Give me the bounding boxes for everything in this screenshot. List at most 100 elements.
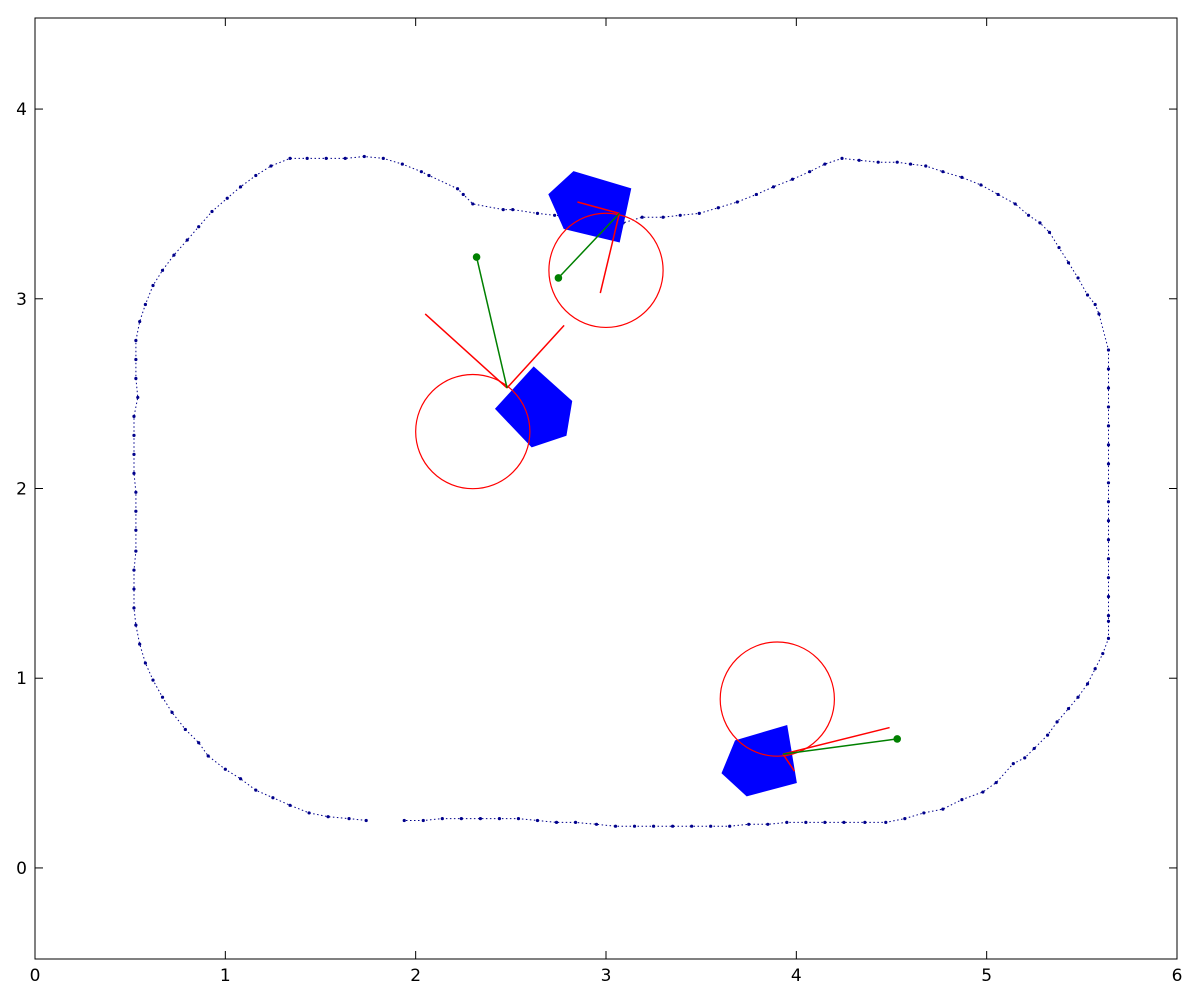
track-series bbox=[132, 154, 1111, 828]
track-point bbox=[1101, 651, 1105, 656]
track-point bbox=[172, 253, 176, 257]
track-point bbox=[535, 818, 540, 823]
track-point bbox=[661, 215, 665, 219]
track-point bbox=[238, 185, 243, 189]
track-point bbox=[1066, 261, 1071, 265]
track-point bbox=[197, 225, 201, 229]
track-point bbox=[307, 811, 311, 815]
track-point bbox=[960, 175, 964, 179]
track-point bbox=[419, 170, 423, 174]
track-point bbox=[941, 170, 945, 174]
track-point bbox=[138, 642, 142, 646]
robot-body bbox=[494, 366, 573, 448]
track-point bbox=[1055, 720, 1059, 724]
track-point bbox=[238, 777, 243, 781]
robot-3 bbox=[719, 641, 902, 797]
track-point bbox=[1057, 245, 1061, 250]
track-point bbox=[922, 811, 926, 815]
track-point bbox=[151, 283, 155, 288]
track-point bbox=[941, 807, 945, 811]
track-point bbox=[440, 817, 444, 821]
track-point bbox=[206, 754, 210, 758]
track-point bbox=[640, 215, 644, 219]
green-target-dot bbox=[472, 253, 481, 261]
x-tick-label: 0 bbox=[30, 966, 41, 986]
track-point bbox=[632, 824, 637, 828]
green-target-line bbox=[475, 256, 508, 389]
track-point bbox=[651, 824, 656, 828]
track-point bbox=[134, 528, 138, 532]
track-point bbox=[1106, 386, 1111, 390]
track-point bbox=[840, 156, 844, 160]
track-point bbox=[573, 820, 578, 825]
track-point bbox=[1106, 557, 1111, 561]
track-point bbox=[804, 820, 808, 825]
track-line bbox=[133, 155, 1109, 827]
track-point bbox=[134, 549, 138, 553]
track-point bbox=[747, 822, 751, 826]
x-tick-label: 3 bbox=[601, 966, 612, 986]
x-tick-label: 6 bbox=[1172, 966, 1183, 986]
track-point bbox=[427, 173, 431, 178]
track-point bbox=[1106, 481, 1111, 485]
track-point bbox=[1097, 312, 1101, 316]
track-point bbox=[1106, 405, 1111, 409]
track-point bbox=[1106, 348, 1111, 352]
y-tick-label: 1 bbox=[16, 669, 27, 689]
track-point bbox=[223, 767, 227, 771]
track-point bbox=[288, 156, 292, 160]
x-tick-label: 2 bbox=[410, 966, 421, 986]
track-point bbox=[497, 817, 502, 821]
track-point bbox=[766, 822, 770, 826]
track-point bbox=[1011, 761, 1015, 766]
track-point bbox=[1106, 443, 1111, 447]
red-heading-line bbox=[577, 201, 620, 215]
track-point bbox=[823, 162, 827, 166]
track-point bbox=[1106, 619, 1111, 623]
track-point bbox=[254, 788, 258, 792]
track-point bbox=[1106, 576, 1111, 580]
track-point bbox=[1106, 595, 1111, 599]
track-point bbox=[210, 209, 214, 214]
track-point bbox=[136, 395, 140, 400]
track-point bbox=[842, 820, 846, 825]
track-point bbox=[160, 268, 165, 272]
axis-ticks: 0 1 2 3 4 5 6 0 1 2 3 4 bbox=[16, 18, 1182, 986]
track-point bbox=[461, 192, 465, 197]
track-point bbox=[421, 818, 425, 823]
track-point bbox=[594, 822, 599, 826]
track-point bbox=[1076, 276, 1080, 280]
track-point bbox=[728, 824, 732, 828]
track-point bbox=[288, 803, 292, 807]
track-point bbox=[1066, 706, 1071, 711]
track-point bbox=[132, 587, 136, 591]
track-point bbox=[1085, 682, 1090, 686]
track-point bbox=[1106, 519, 1111, 523]
track-point bbox=[790, 177, 795, 181]
track-point bbox=[1047, 230, 1052, 234]
track-point bbox=[857, 158, 861, 162]
track-point bbox=[1045, 733, 1050, 737]
y-tick-label: 2 bbox=[16, 480, 27, 500]
track-point bbox=[170, 710, 174, 714]
track-point bbox=[678, 213, 682, 217]
track-point bbox=[459, 817, 463, 821]
track-point bbox=[903, 817, 907, 821]
track-point bbox=[771, 185, 776, 189]
track-point bbox=[324, 156, 328, 160]
track-point bbox=[716, 206, 720, 210]
red-heading-line bbox=[782, 726, 890, 755]
red-heading-line bbox=[424, 313, 508, 389]
robot-1 bbox=[415, 253, 573, 490]
track-point bbox=[132, 568, 136, 572]
track-point bbox=[402, 818, 406, 823]
track-point bbox=[876, 160, 880, 164]
track-point bbox=[132, 414, 136, 419]
track-point bbox=[1023, 756, 1027, 760]
track-point bbox=[823, 820, 827, 825]
track-point bbox=[754, 192, 758, 197]
track-point bbox=[343, 156, 347, 160]
track-point bbox=[151, 678, 155, 682]
track-point bbox=[1085, 293, 1090, 297]
plot-frame bbox=[34, 17, 1178, 960]
